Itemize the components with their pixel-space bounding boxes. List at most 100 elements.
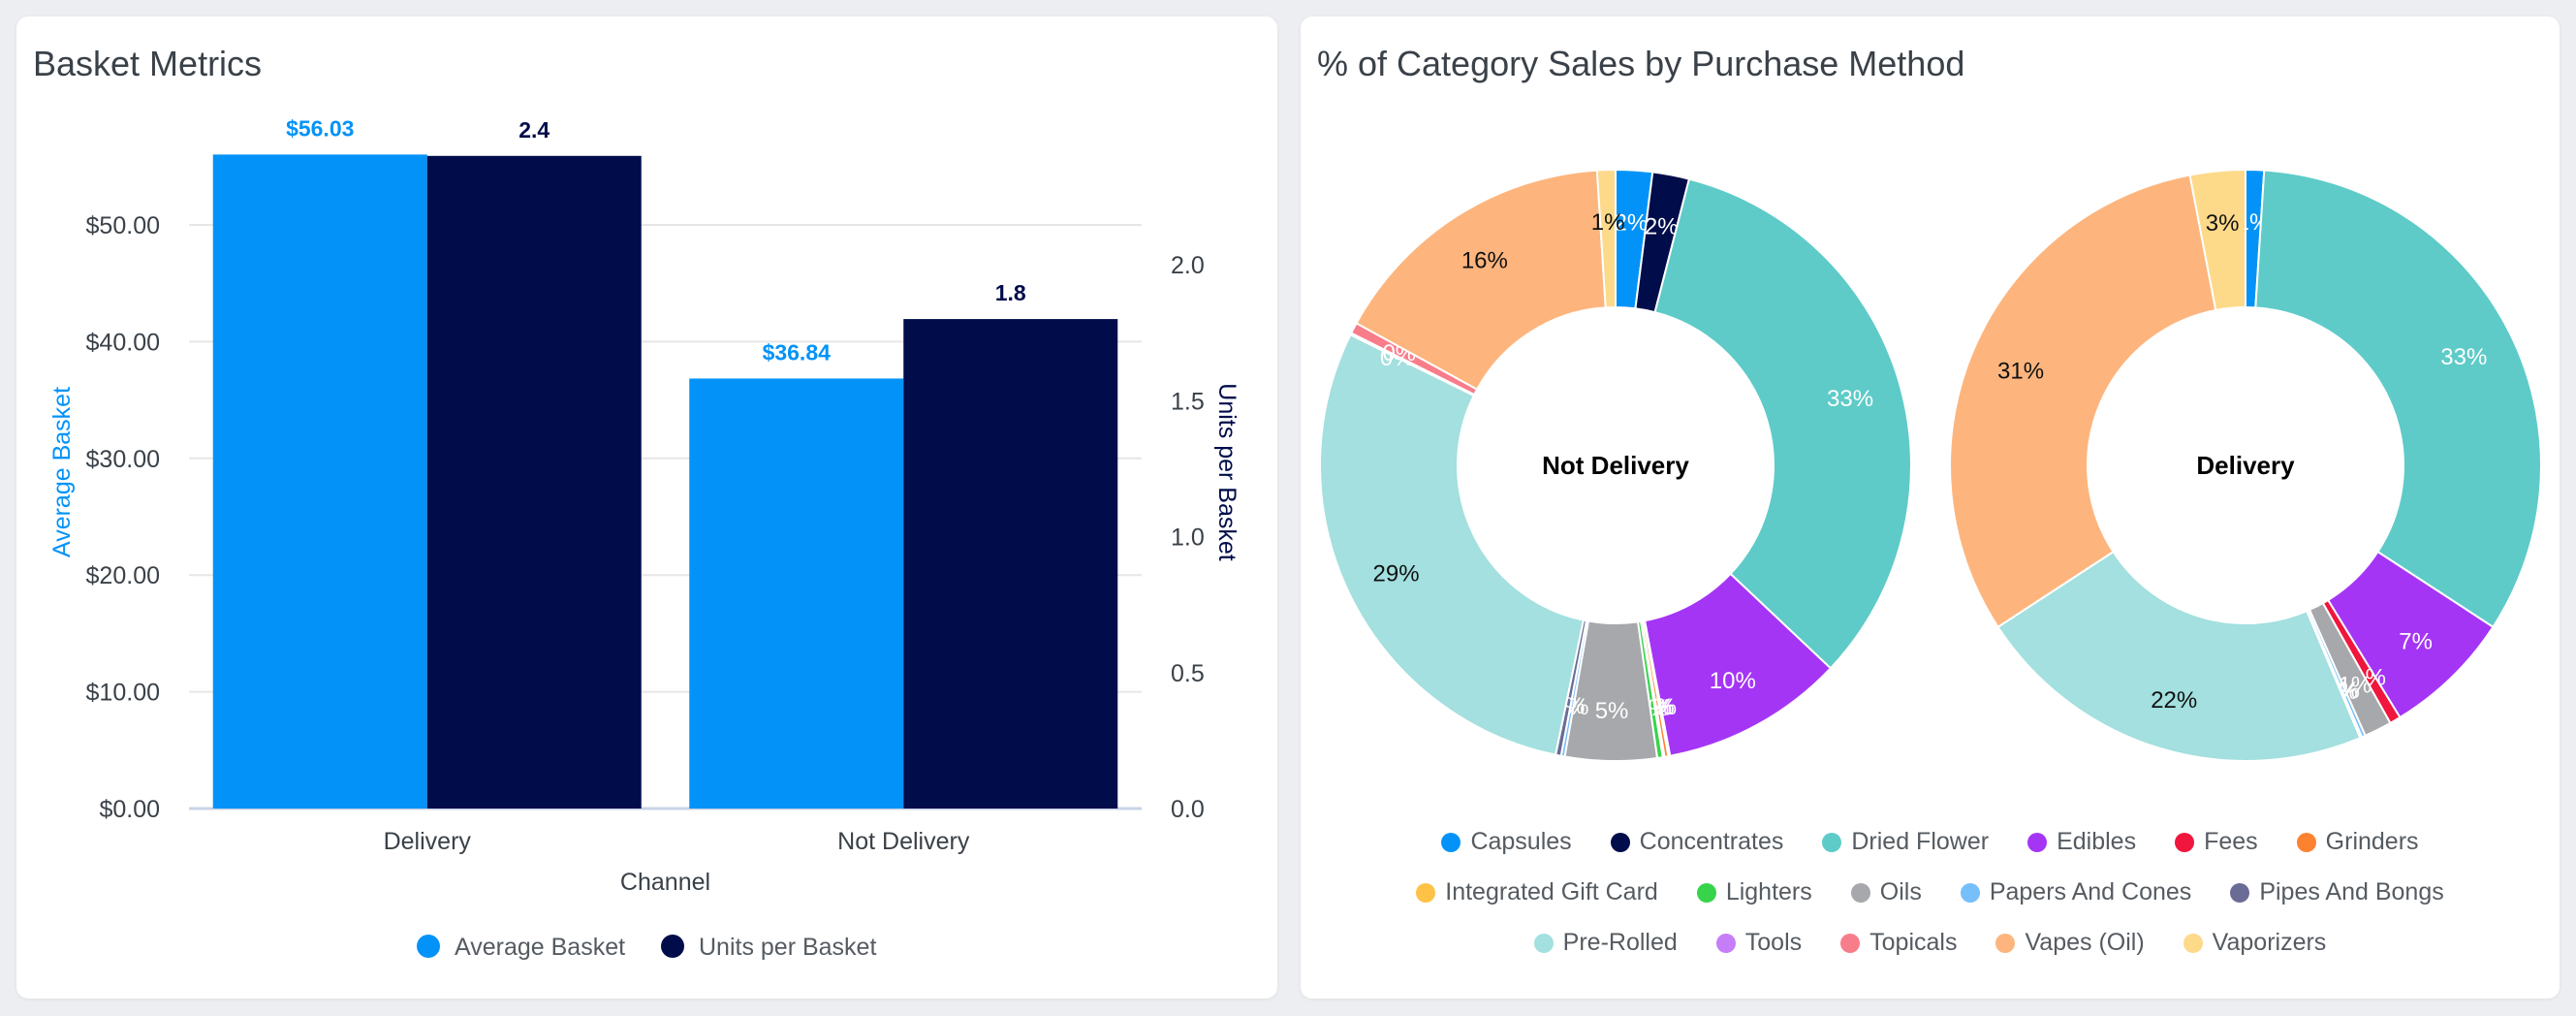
legend-item-capsules[interactable]: Capsules <box>1441 828 1572 856</box>
legend-marker <box>1441 832 1461 852</box>
legend-label: Edibles <box>2057 828 2137 855</box>
legend-item-grinders[interactable]: Grinders <box>2296 828 2419 856</box>
right-tick-label: 0.5 <box>1171 660 1205 687</box>
legend-label: Concentrates <box>1639 828 1784 855</box>
donut-slice-dried-flower <box>1653 177 1912 670</box>
slice-label: 31% <box>1997 359 2044 385</box>
category-sales-title: % of Category Sales by Purchase Method <box>1317 44 1965 83</box>
legend-marker <box>1960 882 1980 903</box>
slice-label: 3% <box>2206 210 2240 237</box>
legend-marker <box>417 935 440 958</box>
legend-label: Oils <box>1879 878 1922 905</box>
legend-marker <box>2296 832 2316 852</box>
slice-label: 1% <box>1591 209 1625 236</box>
bar-value-label: 2.4 <box>518 117 550 143</box>
legend-marker <box>1533 933 1554 953</box>
donut-slice-vapes-oil- <box>1355 169 1607 391</box>
legend-label: Vapes (Oil) <box>2025 929 2145 956</box>
legend-item-edibles[interactable]: Edibles <box>2027 828 2136 856</box>
legend-item-pre-rolled[interactable]: Pre-Rolled <box>1533 929 1678 957</box>
left-tick-label: $30.00 <box>86 446 160 473</box>
legend-marker <box>1840 933 1861 953</box>
slice-label: 33% <box>2440 344 2487 370</box>
legend-label: Papers And Cones <box>1989 878 2192 905</box>
basket-metrics-card: Basket Metrics $0.00 $10.00 $20.00 $30.00 $4… <box>16 16 1277 999</box>
right-tick-label: 0.0 <box>1171 796 1205 823</box>
donut-center-label: Delivery <box>2196 451 2295 480</box>
right-tick-label: 1.0 <box>1171 524 1205 552</box>
legend-marker <box>661 935 684 958</box>
right-tick-label: 1.5 <box>1171 388 1205 415</box>
bar-value-label: $56.03 <box>286 115 354 141</box>
legend-label: Integrated Gift Card <box>1445 878 1658 905</box>
slice-label: 7% <box>2399 629 2433 655</box>
legend-marker <box>1995 933 2016 953</box>
bar-average-basket <box>212 154 427 809</box>
left-tick-label: $40.00 <box>86 329 160 356</box>
donut-slice-pre-rolled <box>1996 550 2362 762</box>
basket-metrics-title: Basket Metrics <box>33 44 263 83</box>
right-axis-title: Units per Basket <box>1213 383 1241 560</box>
slice-label: 16% <box>1461 247 1508 273</box>
legend-item-vaporizers[interactable]: Vaporizers <box>2183 929 2327 957</box>
legend-label: Pre-Rolled <box>1562 929 1678 956</box>
donut-slice-pre-rolled <box>1319 333 1586 756</box>
legend-item-topicals[interactable]: Topicals <box>1840 929 1957 957</box>
left-tick-label: $0.00 <box>99 796 160 823</box>
donut-slice-vaporizers <box>2188 168 2246 312</box>
legend-row: Pre-Rolled Tools Topicals Vapes (Oil) Vapori… <box>1301 929 2560 957</box>
donut-delivery: 1%33%7%1%1%0%0%22%31%3%Delivery <box>1949 168 2542 762</box>
bar-average-basket <box>689 378 904 809</box>
legend-item-fees[interactable]: Fees <box>2175 828 2258 856</box>
legend-item-integrated-gift-card[interactable]: Integrated Gift Card <box>1416 878 1658 906</box>
legend-item-lighters[interactable]: Lighters <box>1696 878 1812 906</box>
legend-row: Capsules Concentrates Dried Flower Edibles F… <box>1301 828 2560 856</box>
legend-item-papers-and-cones[interactable]: Papers And Cones <box>1960 878 2192 906</box>
legend-item-vapes-oil-[interactable]: Vapes (Oil) <box>1995 929 2145 957</box>
left-axis-title: Average Basket <box>48 387 76 557</box>
donut-slice-vaporizers <box>1595 168 1617 309</box>
legend-label: Fees <box>2204 828 2258 855</box>
legend-label: Tools <box>1744 929 1803 956</box>
bar-value-label: $36.84 <box>763 339 832 365</box>
legend-label: Capsules <box>1470 828 1572 855</box>
bar-units-per-basket <box>903 319 1118 809</box>
legend-item-pipes-and-bongs[interactable]: Pipes And Bongs <box>2230 878 2444 906</box>
slice-label: 33% <box>1827 386 1873 412</box>
x-axis-title: Channel <box>620 869 710 896</box>
legend-item-concentrates[interactable]: Concentrates <box>1610 828 1784 856</box>
legend-label: Pipes And Bongs <box>2259 878 2444 905</box>
legend-label: Topicals <box>1869 929 1958 956</box>
legend-label: Vaporizers <box>2212 929 2327 956</box>
donut-slice-dried-flower <box>2254 169 2542 629</box>
donut-center-label: Not Delivery <box>1542 451 1689 480</box>
legend-marker <box>2027 832 2048 852</box>
legend-marker <box>1850 882 1870 903</box>
bar-units-per-basket <box>426 155 642 810</box>
legend-marker <box>1715 933 1736 953</box>
legend-row: Integrated Gift Card Lighters Oils Papers A… <box>1301 878 2560 906</box>
slice-label: 2% <box>1645 213 1679 239</box>
legend-item-oils[interactable]: Oils <box>1850 878 1922 906</box>
right-tick-label: 2.0 <box>1171 252 1205 279</box>
legend-marker <box>1822 832 1842 852</box>
slice-label: 2% <box>1614 209 1648 236</box>
category-sales-card: % of Category Sales by Purchase Method 2… <box>1301 16 2560 999</box>
legend-marker <box>1696 882 1716 903</box>
legend-label: Average Basket <box>455 934 625 961</box>
left-tick-label: $20.00 <box>86 562 160 589</box>
legend-item-tools[interactable]: Tools <box>1715 929 1803 957</box>
category-sales-chart: 2%2%33%10%0%0%0%0%5%0%0%29%0%0%16%1%Not … <box>1319 168 2542 762</box>
legend-marker <box>2175 832 2195 852</box>
slice-label: 29% <box>1373 561 1420 587</box>
category-label: Delivery <box>384 828 472 855</box>
left-tick-label: $50.00 <box>86 212 160 239</box>
legend-label: Dried Flower <box>1851 828 1990 855</box>
slice-label: 5% <box>1595 698 1629 724</box>
left-tick-label: $10.00 <box>86 680 160 707</box>
basket-metrics-chart: $0.00 $10.00 $20.00 $30.00 $40.00 $50.00 0.0 0.… <box>48 115 1241 961</box>
slice-label: 22% <box>2151 687 2197 714</box>
legend-item-dried-flower[interactable]: Dried Flower <box>1822 828 1989 856</box>
legend-marker <box>2230 882 2250 903</box>
slice-label: 10% <box>1710 668 1756 694</box>
